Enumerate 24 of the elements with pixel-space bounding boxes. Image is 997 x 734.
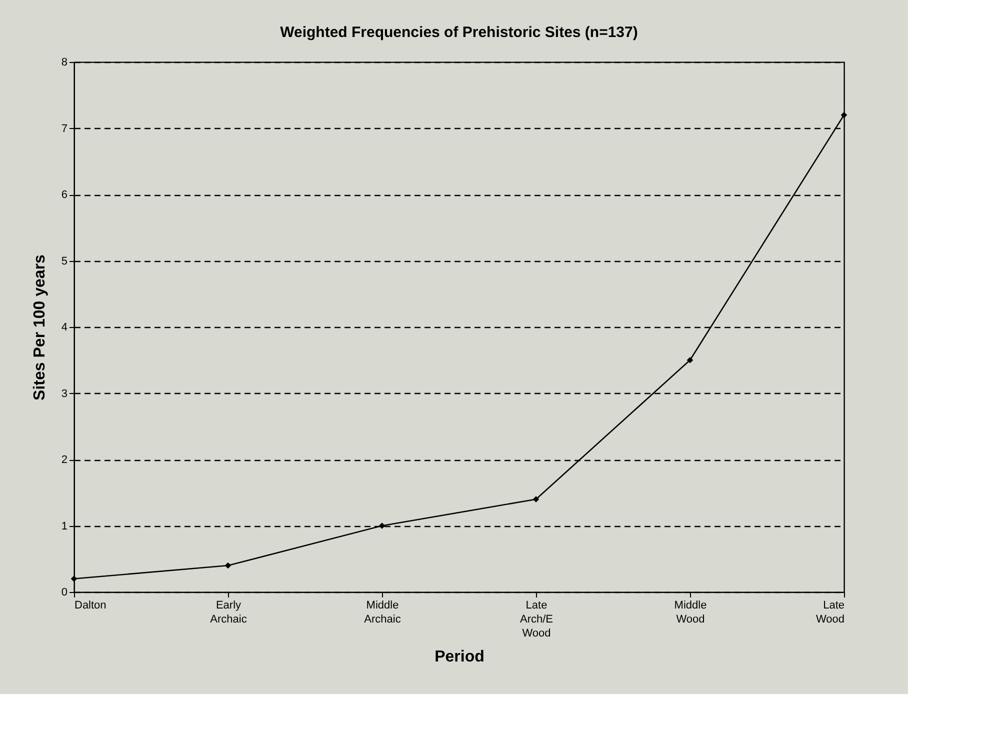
y-tick-label: 5 xyxy=(61,255,68,268)
x-axis-title: Period xyxy=(434,648,484,666)
y-tick-label: 1 xyxy=(61,520,68,532)
point xyxy=(70,576,78,582)
x-tick-label: Late Arch/E Wood xyxy=(520,600,554,640)
point xyxy=(532,496,540,502)
point xyxy=(224,562,232,569)
point xyxy=(840,112,848,118)
x-tick-label: Late Wood xyxy=(816,600,844,626)
y-tick-label: 3 xyxy=(61,388,68,400)
y-tick-label: 2 xyxy=(61,454,68,466)
x-tick-label: Middle Wood xyxy=(674,600,707,626)
y-tick-label: 4 xyxy=(61,322,68,334)
x-tick-label: Early Archaic xyxy=(210,600,248,626)
chart-title: Weighted Frequencies of Prehistoric Sites (n=137) xyxy=(280,24,638,41)
y-tick-label: 7 xyxy=(61,122,68,135)
y-tick-label: 6 xyxy=(61,189,68,201)
x-tick-label: Dalton xyxy=(74,600,106,612)
y-axis-title: Sites Per 100 years xyxy=(31,254,48,400)
x-tick-label: Middle Archaic xyxy=(364,600,402,626)
y-tick-label: 0 xyxy=(61,586,68,598)
point xyxy=(378,522,386,529)
y-tick-label: 8 xyxy=(61,56,68,68)
point xyxy=(686,356,694,364)
